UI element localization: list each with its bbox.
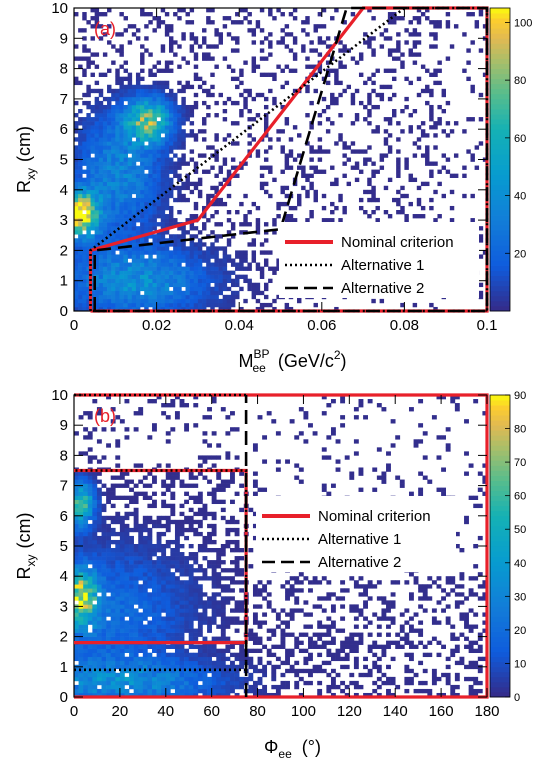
y-tick-label: 3 — [60, 212, 68, 229]
z-tick-label: 0 — [514, 692, 520, 704]
x-axis-sup: BP — [253, 347, 269, 361]
z-tick-label: 40 — [514, 191, 526, 203]
legend-background — [279, 222, 479, 298]
x-tick-label: 40 — [157, 703, 174, 720]
x-tick-label: 120 — [337, 703, 362, 720]
x-tick-label: 0.06 — [307, 317, 336, 334]
panel-label: (b) — [94, 406, 116, 426]
y-tick-label: 9 — [60, 417, 68, 434]
y-tick-label: 2 — [60, 629, 68, 646]
x-axis-symbol: Φ — [264, 737, 278, 757]
y-tick-label: 1 — [60, 659, 68, 676]
y-tick-label: 5 — [60, 152, 68, 169]
y-tick-label: 10 — [51, 387, 68, 404]
y-axis-label: Rxy (cm) — [14, 513, 38, 580]
x-tick-label: 0 — [70, 703, 78, 720]
y-axis-unit: (cm) — [14, 513, 34, 549]
y-tick-label: 0 — [60, 303, 68, 320]
legend: Nominal criterion Alternative 1 Alternativ… — [256, 496, 456, 572]
x-tick-label: 20 — [112, 703, 129, 720]
panel-a: 0 0.02 0.04 0.06 0.08 0.1 0 1 2 3 4 5 6 7 8 9 10 (a) 20 40 6… — [14, 0, 532, 375]
panel-b: 0 20 40 60 80 100 120 140 160 180012345678910(b)0… — [14, 387, 526, 761]
x-tick-label: 180 — [474, 703, 499, 720]
z-tick-label: 90 — [514, 390, 526, 402]
color-scale-frame — [489, 394, 511, 698]
x-tick-label: 80 — [249, 703, 266, 720]
legend-label: Alternative 2 — [318, 554, 401, 571]
y-axis-sub: xy — [24, 554, 38, 566]
x-tick-label: 100 — [291, 703, 316, 720]
x-tick-label: 0.1 — [477, 317, 498, 334]
y-axis-label: Rxy (cm) — [14, 126, 38, 193]
x-axis-unit: (°) — [302, 737, 321, 757]
z-tick-label: 70 — [514, 457, 526, 469]
y-tick-label: 8 — [60, 61, 68, 78]
z-tick-label: 40 — [514, 558, 526, 570]
z-tick-label: 50 — [514, 524, 526, 536]
y-tick-label: 7 — [60, 478, 68, 495]
legend-label: Alternative 2 — [341, 280, 424, 297]
z-tick-label: 80 — [514, 75, 526, 87]
x-axis-unit-close: ) — [341, 351, 347, 371]
x-axis-unit-sup: 2 — [334, 348, 341, 362]
legend: Nominal criterion Alternative 1 Alternativ… — [279, 222, 479, 298]
legend-label: Nominal criterion — [318, 508, 431, 525]
criterion-lines — [88, 6, 489, 313]
legend-background — [256, 496, 456, 572]
z-tick-label: 10 — [514, 658, 526, 670]
z-tick-label: 60 — [514, 491, 526, 503]
y-axis-symbol: R — [14, 566, 34, 579]
y-tick-label: 2 — [60, 242, 68, 259]
panel-label: (a) — [94, 19, 116, 39]
x-tick-label: 0.04 — [225, 317, 254, 334]
color-scale: 20 40 60 80 100 — [489, 7, 532, 312]
z-tick-label: 20 — [514, 248, 526, 260]
axes: 0 20 40 60 80 100 120 140 160 180 0 1 2 3 4 5 6 7 8 9 10 — [51, 387, 499, 720]
x-axis-sub: ee — [252, 361, 266, 375]
x-axis-label: Φee (°) — [264, 737, 321, 761]
y-tick-label: 4 — [60, 182, 68, 199]
legend-label: Alternative 1 — [318, 531, 401, 548]
x-axis-label: MBP ee (GeV/c2) — [238, 347, 346, 375]
x-axis-sub: ee — [278, 747, 292, 761]
heatmap-cells — [74, 8, 488, 312]
y-tick-label: 7 — [60, 91, 68, 108]
y-tick-label: 0 — [60, 689, 68, 706]
x-tick-label: 0.08 — [390, 317, 419, 334]
y-tick-label: 1 — [60, 273, 68, 290]
y-tick-label: 8 — [60, 447, 68, 464]
x-tick-label: 140 — [383, 703, 408, 720]
x-tick-label: 0 — [70, 317, 78, 334]
legend-label: Alternative 1 — [341, 257, 424, 274]
axes: 0 0.02 0.04 0.06 0.08 0.1 0 1 2 3 4 5 6 7 8 9 10 — [51, 0, 497, 334]
series-line-dotted — [89, 6, 489, 313]
legend-label: Nominal criterion — [341, 234, 454, 251]
z-tick-label: 60 — [514, 133, 526, 145]
x-tick-label: 160 — [429, 703, 454, 720]
y-tick-label: 10 — [51, 0, 68, 17]
color-scale: 0 10 20 30 40 50 60 70 80 90 — [489, 390, 526, 704]
y-tick-label: 6 — [60, 508, 68, 525]
z-tick-label: 80 — [514, 424, 526, 436]
x-axis-symbol: M — [238, 351, 253, 371]
y-axis-unit: (cm) — [14, 126, 34, 162]
y-tick-label: 5 — [60, 538, 68, 555]
y-tick-label: 4 — [60, 568, 68, 585]
x-tick-label: 0.02 — [142, 317, 171, 334]
z-tick-label: 100 — [514, 17, 532, 29]
x-axis-unit: (GeV/c — [278, 351, 334, 371]
y-tick-label: 9 — [60, 30, 68, 47]
color-scale-frame — [489, 7, 511, 312]
y-axis-sub: xy — [24, 168, 38, 180]
y-axis-symbol: R — [14, 180, 34, 193]
z-tick-label: 30 — [514, 591, 526, 603]
y-tick-label: 3 — [60, 598, 68, 615]
x-tick-label: 60 — [203, 703, 220, 720]
z-tick-label: 20 — [514, 625, 526, 637]
y-tick-label: 6 — [60, 121, 68, 138]
